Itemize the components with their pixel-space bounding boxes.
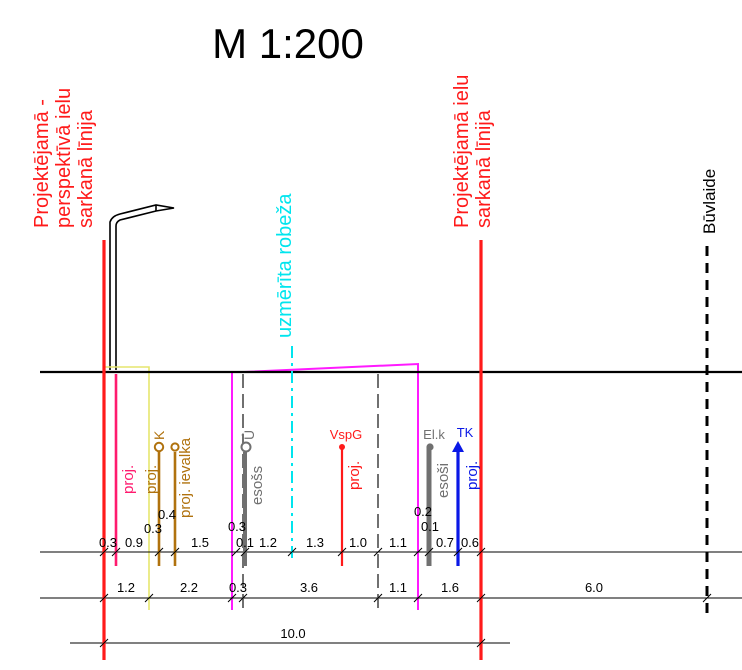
tk-proj-label: proj. (464, 461, 481, 490)
tick (476, 593, 486, 603)
vspg-proj-label: proj. (346, 461, 363, 490)
k-proj-label: proj. (143, 465, 160, 494)
dim-label: 0.3 (229, 580, 247, 595)
elk-dot-icon (426, 443, 434, 451)
dim-label: 1.0 (349, 535, 367, 550)
dim-label: 0.9 (125, 535, 143, 550)
tick (373, 593, 383, 603)
dim-label: 0.1 (236, 535, 254, 550)
proj-pink-label: proj. (120, 465, 137, 494)
tick (111, 547, 121, 557)
u-esoss-label: esošs (249, 466, 266, 505)
tick (231, 547, 241, 557)
dim-label: 1.2 (259, 535, 277, 550)
dim-label: 1.1 (389, 580, 407, 595)
vspg-symbol: VspG (330, 427, 363, 442)
dim-label: 0.6 (461, 535, 479, 550)
u-utility: Û esošs (240, 430, 266, 566)
dim-label: 1.2 (117, 580, 135, 595)
tick (476, 638, 486, 648)
tick (99, 638, 109, 648)
offset-label-1: 0.3 (144, 521, 162, 536)
dim-label: 1.3 (306, 535, 324, 550)
tick (424, 547, 434, 557)
left-red-line-label: Projektējamā - perspektīvā ielu sarkanā … (31, 88, 97, 228)
street-light-icon (109, 204, 175, 370)
left-red-line-label-3: sarkanā līnija (75, 109, 97, 228)
dim-label: 1.1 (389, 535, 407, 550)
offset-label-3: 0.3 (228, 519, 246, 534)
tick (702, 593, 712, 603)
right-red-line-label: Projektējamā ielu sarkanā līnija (451, 75, 495, 228)
tick (476, 547, 486, 557)
tk-arrow-icon (452, 441, 464, 452)
dimension-row-3 (99, 638, 486, 648)
dim-label: 3.6 (300, 580, 318, 595)
u-symbol: Û (241, 430, 257, 440)
tick (240, 547, 250, 557)
vspg-utility: VspG proj. (330, 427, 363, 566)
dim-label: 6.0 (585, 580, 603, 595)
ievalka-label: proj. ievalka (177, 437, 194, 518)
scale-title: M 1:200 (212, 20, 364, 67)
tick (453, 547, 463, 557)
k-utility: K proj. (143, 430, 167, 566)
dim-label: 1.6 (441, 580, 459, 595)
dim-label-total: 10.0 (280, 626, 305, 641)
ievalka-utility: proj. ievalka (170, 437, 194, 566)
dimension-row-2-labels: 1.2 2.2 0.3 3.6 1.1 1.6 6.0 (117, 580, 603, 595)
ievalka-circle-icon (170, 442, 180, 452)
elk-utility: El.k esoši (423, 427, 452, 566)
left-red-line-label-2: perspektīvā ielu (53, 88, 75, 228)
k-symbol: K (151, 430, 167, 440)
depth-offsets: 0.3 0.4 0.3 0.2 0.1 (144, 504, 439, 536)
dim-label: 2.2 (180, 580, 198, 595)
elk-symbol: El.k (423, 427, 445, 442)
offset-label-2: 0.4 (158, 507, 176, 522)
offset-label-5: 0.1 (421, 519, 439, 534)
vspg-dot-icon (339, 444, 345, 450)
right-red-line-label-2: sarkanā līnija (473, 109, 495, 228)
right-red-line-label-1: Projektējamā ielu (451, 75, 473, 228)
tick (287, 547, 297, 557)
tick (170, 547, 180, 557)
dimension-row-2 (99, 593, 712, 603)
tick (373, 547, 383, 557)
tk-symbol: TK (457, 425, 474, 440)
building-line-label: Būvlaide (700, 169, 719, 234)
offset-label-4: 0.2 (414, 504, 432, 519)
dimension-row-1-labels: 0.3 0.9 1.5 0.1 1.2 1.3 1.0 1.1 0.7 0.6 (99, 535, 479, 550)
elk-esosi-label: esoši (435, 463, 452, 498)
tick (413, 593, 423, 603)
tk-utility: TK proj. (452, 425, 481, 566)
yellow-profile-line (104, 366, 150, 610)
tick (413, 547, 423, 557)
tick (337, 547, 347, 557)
tick (99, 547, 109, 557)
dim-label: 0.3 (99, 535, 117, 550)
u-utility-circle-icon (240, 441, 252, 453)
k-utility-circle-icon (153, 441, 165, 453)
tick (99, 593, 109, 603)
survey-boundary-label: uzmērīta robeža (274, 193, 296, 338)
dim-label: 1.5 (191, 535, 209, 550)
tick (238, 593, 248, 603)
tick (144, 593, 154, 603)
tick (154, 547, 164, 557)
left-red-line-label-1: Projektējamā - (31, 99, 53, 228)
dim-label: 0.7 (436, 535, 454, 550)
dimension-row-1 (99, 547, 486, 557)
tick (227, 593, 237, 603)
